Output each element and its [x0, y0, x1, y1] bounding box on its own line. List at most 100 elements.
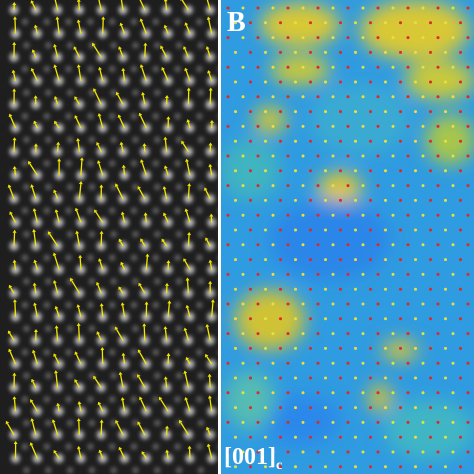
lattice-site	[459, 21, 462, 25]
arrow-shaft	[141, 161, 147, 176]
arrow-shaft	[165, 379, 168, 388]
arrow-head	[178, 419, 183, 424]
lattice-site	[324, 50, 327, 54]
strain-region	[260, 3, 340, 47]
arrow-head	[181, 140, 185, 145]
lattice-site	[309, 80, 312, 84]
arrow-shaft	[56, 144, 59, 152]
atom-column-dim	[87, 443, 94, 450]
lattice-site	[354, 346, 357, 350]
lattice-site	[264, 198, 267, 202]
lattice-site	[466, 450, 470, 454]
arrow-shaft	[55, 211, 60, 223]
atom-column-dim	[23, 420, 30, 426]
arrow-head	[162, 212, 167, 217]
lattice-site	[384, 198, 387, 202]
lattice-site	[436, 6, 440, 10]
arrow-shaft	[95, 211, 104, 223]
atom-column-dim	[131, 113, 137, 120]
lattice-site	[436, 154, 440, 158]
lattice-site	[324, 346, 327, 350]
lattice-site	[346, 6, 350, 10]
lattice-site	[376, 36, 380, 40]
atom-column-dim	[154, 231, 161, 238]
arrow-shaft	[123, 167, 126, 176]
lattice-site	[354, 228, 357, 232]
atom-column-dim	[23, 184, 30, 190]
atom-column-dim	[132, 420, 139, 426]
atom-column-dim	[110, 278, 117, 285]
arrow-shaft	[187, 186, 190, 199]
lattice-site	[324, 110, 327, 114]
arrow-shaft	[6, 423, 15, 436]
arrow-shaft	[80, 160, 83, 176]
atom-column-dim	[197, 42, 204, 49]
lattice-site	[301, 243, 305, 247]
arrow-shaft	[102, 19, 104, 34]
atom-column-dim	[43, 66, 50, 72]
lattice-site	[399, 169, 402, 173]
atom-column-dim	[87, 254, 94, 261]
arrow-shaft	[138, 423, 146, 436]
lattice-site	[241, 95, 245, 99]
arrow-shaft	[9, 332, 15, 341]
arrow-shaft	[99, 452, 104, 459]
atom-column-dim	[174, 66, 181, 72]
lattice-site	[399, 465, 402, 469]
atom-column-dim	[22, 18, 28, 25]
lattice-site	[249, 287, 252, 291]
lattice-site	[331, 391, 335, 395]
atom-column-dim	[67, 136, 74, 143]
lattice-site	[451, 6, 455, 10]
arrow-head	[137, 421, 141, 425]
atom-column-dim	[88, 325, 95, 332]
lattice-site	[346, 361, 350, 365]
arrow-shaft	[76, 233, 81, 247]
lattice-site	[241, 154, 245, 158]
atom-column-dim	[174, 207, 181, 214]
atom-column-dim	[152, 160, 159, 167]
arrow-head	[162, 186, 167, 190]
atom-column-dim	[197, 278, 204, 285]
lattice-site	[414, 169, 417, 173]
arrow-shaft	[208, 376, 211, 388]
lattice-site	[309, 465, 312, 469]
lattice-site	[391, 154, 395, 158]
arrow-shaft	[144, 215, 147, 223]
lattice-site	[361, 154, 365, 158]
lattice-site	[271, 243, 275, 247]
lattice-site	[391, 302, 395, 306]
lattice-site	[264, 376, 267, 380]
atom-column-dim	[174, 443, 181, 450]
arrow-shaft	[206, 0, 211, 11]
lattice-site	[451, 154, 455, 158]
lattice-site	[346, 36, 350, 40]
arrow-head	[185, 277, 190, 281]
lattice-site	[444, 139, 447, 143]
arrow-head	[57, 158, 62, 162]
lattice-site	[234, 139, 237, 143]
arrow-shaft	[55, 98, 59, 105]
arrow-head	[114, 326, 119, 331]
arrow-head	[99, 184, 104, 188]
lattice-site	[391, 420, 395, 424]
lattice-site	[459, 317, 462, 321]
arrow-head	[78, 254, 83, 258]
arrow-shaft	[14, 168, 17, 176]
atom-column-dim	[176, 42, 183, 49]
lattice-site	[331, 361, 335, 365]
lattice-site	[339, 346, 342, 350]
arrow-head	[140, 238, 144, 242]
lattice-site	[354, 139, 357, 143]
arrow-shaft	[57, 405, 60, 412]
lattice-site	[279, 198, 282, 202]
lattice-site	[294, 110, 297, 114]
atom-column-dim	[154, 136, 161, 143]
lattice-site	[279, 287, 282, 291]
lattice-site	[241, 124, 245, 128]
lattice-site	[234, 406, 237, 410]
atom-column-dim	[88, 184, 95, 190]
arrow-shaft	[54, 282, 59, 294]
atom-column-dim	[131, 443, 137, 450]
lattice-site	[369, 80, 372, 84]
